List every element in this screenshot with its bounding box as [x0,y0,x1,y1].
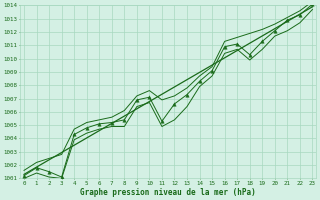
X-axis label: Graphe pression niveau de la mer (hPa): Graphe pression niveau de la mer (hPa) [80,188,256,197]
